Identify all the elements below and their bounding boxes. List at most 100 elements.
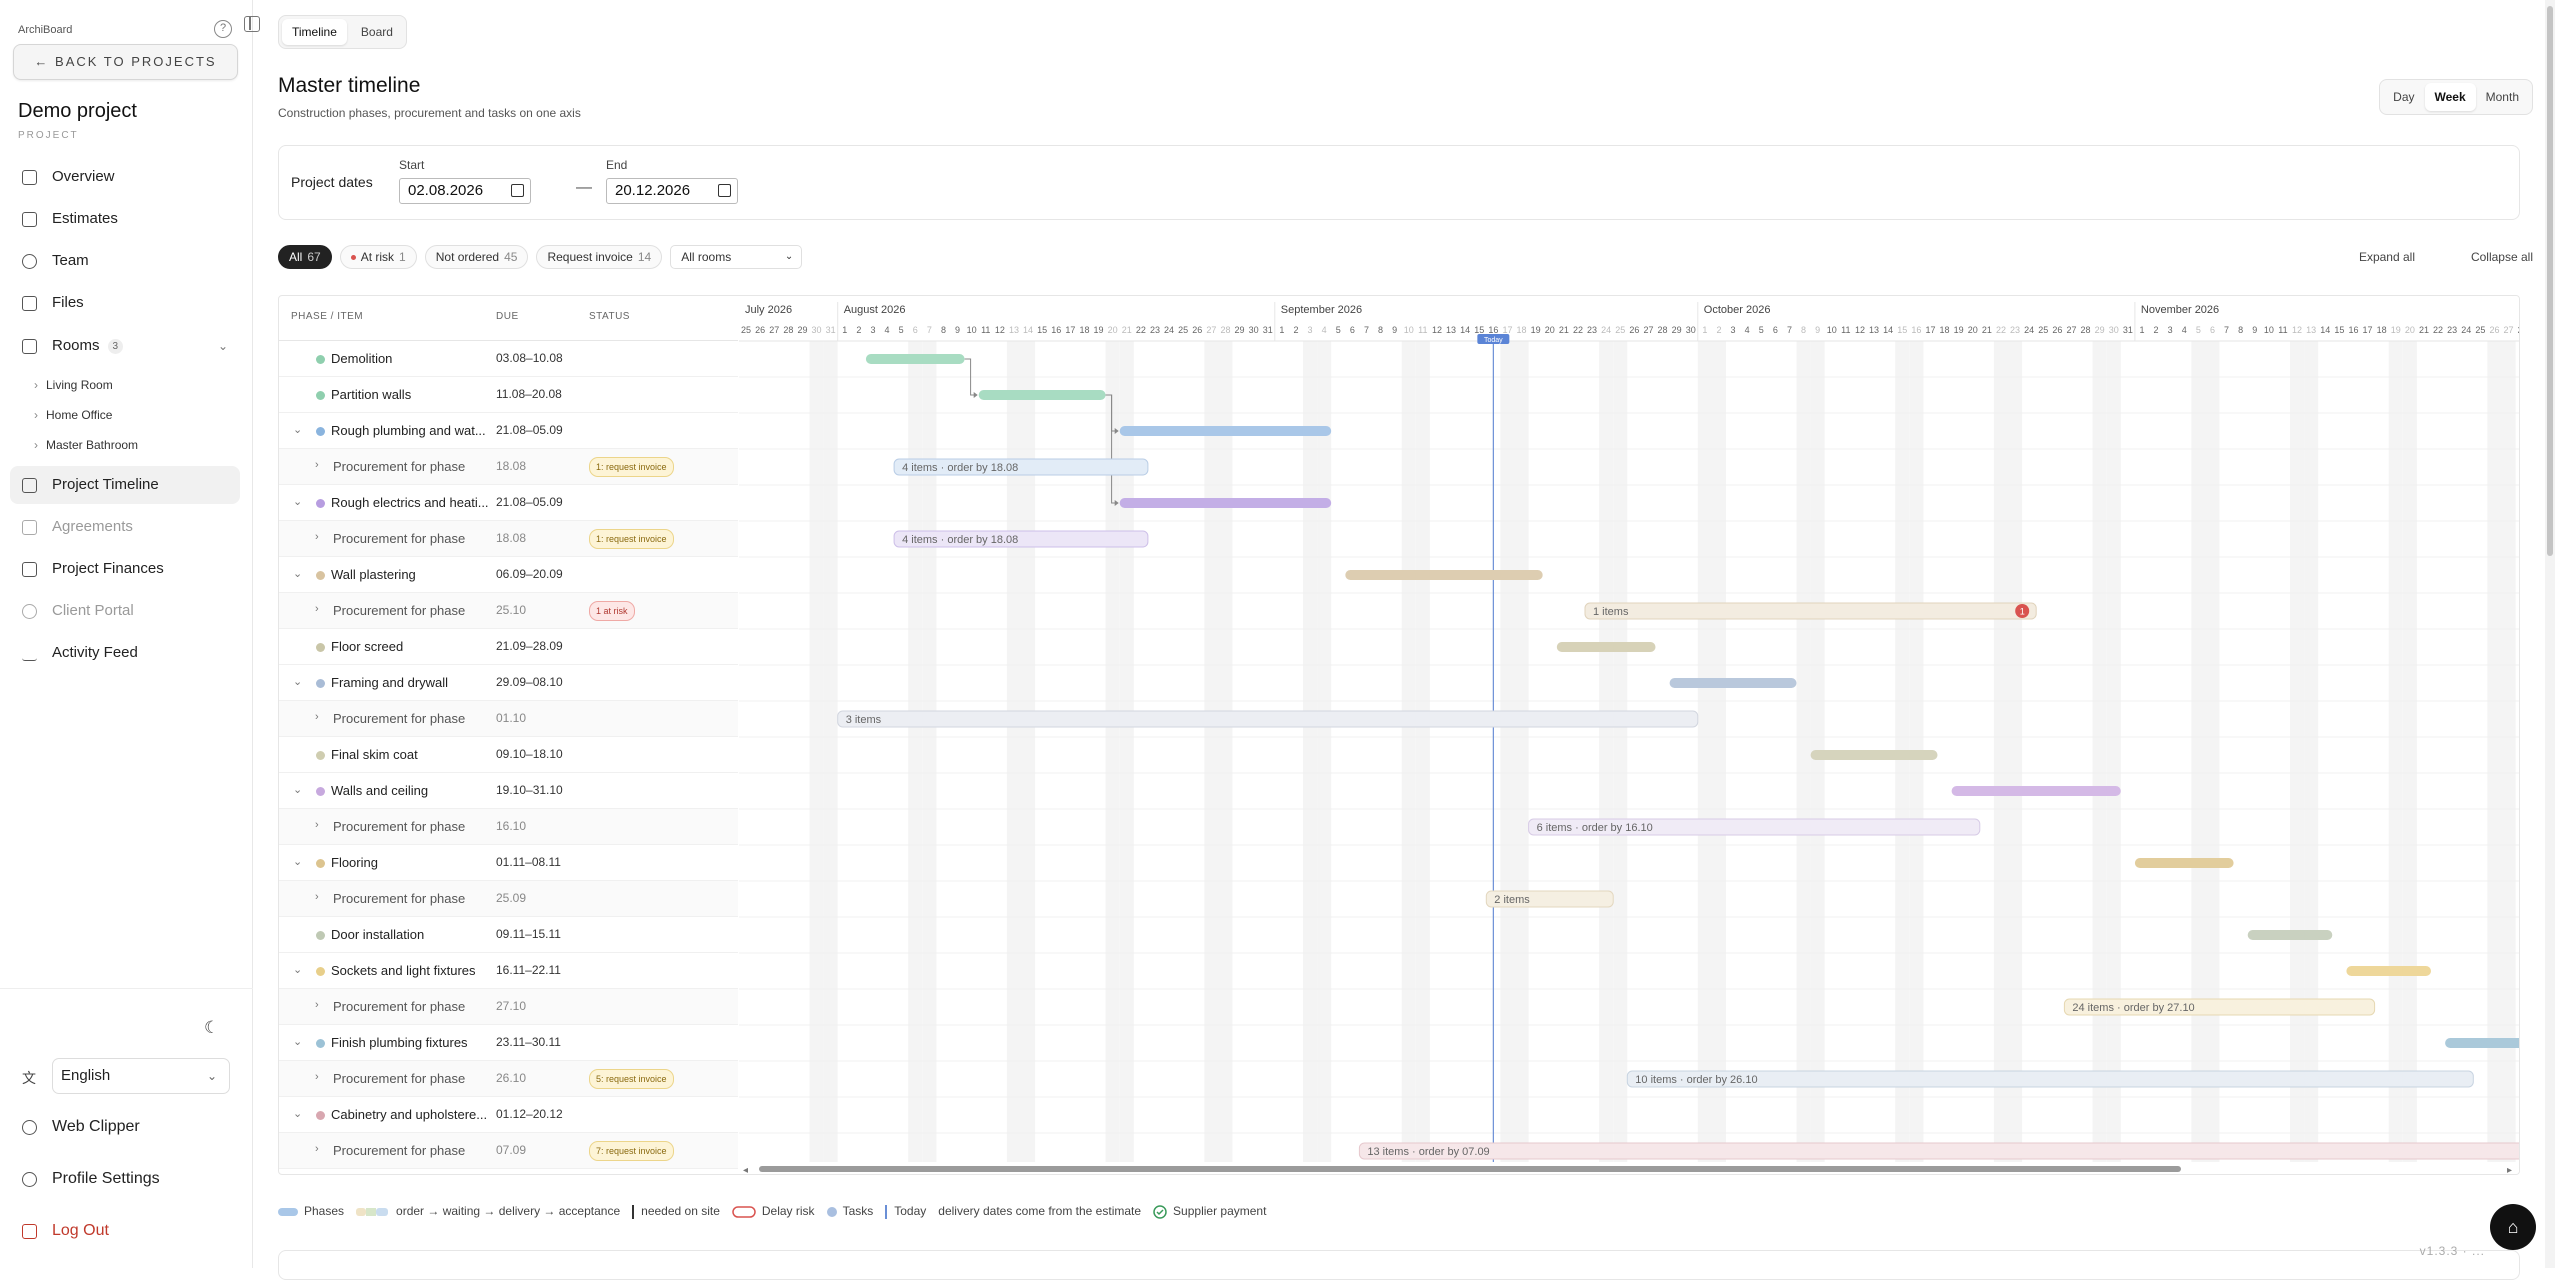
page-scrollbar[interactable]: [2545, 0, 2555, 1268]
nav-estimates[interactable]: Estimates: [10, 200, 240, 238]
back-to-projects-button[interactable]: ← BACK TO PROJECTS: [13, 44, 238, 80]
chevron-down-icon[interactable]: ⌄: [293, 964, 303, 976]
day-label: 22: [2433, 325, 2443, 335]
nav-overview[interactable]: Overview: [10, 158, 240, 196]
tab-board[interactable]: Board: [360, 25, 393, 39]
phase-bar: [865, 354, 965, 364]
chevron-right-icon[interactable]: ›: [315, 531, 319, 543]
procurement-bar: [837, 710, 1699, 728]
chevron-down-icon[interactable]: ⌄: [293, 1108, 303, 1120]
chevron-right-icon[interactable]: ›: [315, 603, 319, 615]
start-date-input[interactable]: 02.08.2026: [399, 178, 531, 204]
zoom-week[interactable]: Week: [2424, 83, 2476, 111]
procurement-row[interactable]: › Procurement for phase 25.10 1 at risk: [279, 593, 738, 629]
phase-row[interactable]: ⌄ Flooring 01.11–08.11: [279, 845, 738, 881]
zoom-day[interactable]: Day: [2393, 90, 2415, 104]
phase-row[interactable]: ⌄ Sockets and light fixtures 16.11–22.11: [279, 953, 738, 989]
nav-activity-feed[interactable]: Activity Feed: [10, 634, 240, 672]
chevron-right-icon[interactable]: ›: [315, 891, 319, 903]
room-filter-select[interactable]: All rooms ⌄: [670, 245, 803, 269]
day-label: 29: [2095, 325, 2105, 335]
dark-mode-toggle-icon[interactable]: ☾: [204, 1018, 220, 1037]
chevron-down-icon[interactable]: ⌄: [293, 1036, 303, 1048]
chevron-down-icon[interactable]: ⌄: [217, 339, 228, 353]
day-label: 25: [1178, 325, 1188, 335]
chevron-down-icon[interactable]: ⌄: [293, 424, 303, 436]
procurement-row[interactable]: › Procurement for phase 27.10: [279, 989, 738, 1025]
nav-files[interactable]: Files: [10, 284, 240, 322]
phase-row[interactable]: ⌄ Cabinetry and upholstere... 01.12–20.12: [279, 1097, 738, 1133]
chevron-down-icon[interactable]: ⌄: [293, 568, 303, 580]
chevron-down-icon[interactable]: ⌄: [293, 496, 303, 508]
collapse-sidebar-icon[interactable]: [244, 16, 260, 32]
phase-row[interactable]: ⌄ Framing and drywall 29.09–08.10: [279, 665, 738, 701]
phase-row[interactable]: Door installation 09.11–15.11: [279, 917, 738, 953]
phase-row[interactable]: Demolition 03.08–10.08: [279, 341, 738, 377]
web-clipper-link[interactable]: Web Clipper: [10, 1108, 240, 1146]
nav-project-finances[interactable]: Project Finances: [10, 550, 240, 588]
day-label: 14: [1023, 325, 1033, 335]
collapse-all-button[interactable]: Collapse all: [2470, 250, 2533, 264]
nav-team[interactable]: Team: [10, 242, 240, 280]
phase-row[interactable]: ⌄ Rough electrics and heati... 21.08–05.09: [279, 485, 738, 521]
chevron-right-icon[interactable]: ›: [315, 1071, 319, 1083]
room-master-bathroom[interactable]: Master Bathroom: [34, 438, 138, 452]
logout-link[interactable]: Log Out: [10, 1212, 240, 1250]
filter-count: 14: [637, 250, 652, 264]
scrollbar-thumb[interactable]: [2547, 6, 2553, 556]
chevron-right-icon[interactable]: ›: [315, 711, 319, 723]
procurement-row[interactable]: › Procurement for phase 18.08 1: request in…: [279, 521, 738, 557]
nav-rooms[interactable]: Rooms 3 ⌄: [10, 327, 240, 365]
phase-row[interactable]: ⌄ Walls and ceiling 19.10–31.10: [279, 773, 738, 809]
procurement-row[interactable]: › Procurement for phase 01.10: [279, 701, 738, 737]
phase-row[interactable]: ⌄ Wall plastering 06.09–20.09: [279, 557, 738, 593]
status-badge: 1: request invoice: [589, 457, 674, 477]
chevron-right-icon[interactable]: ›: [315, 459, 319, 471]
chevron-down-icon[interactable]: ⌄: [293, 856, 303, 868]
weekend-column: [1514, 341, 1529, 1174]
chevron-right-icon[interactable]: ›: [315, 1143, 319, 1155]
filter-at-risk[interactable]: At risk 1: [339, 245, 417, 269]
filter-all[interactable]: All 67: [278, 245, 332, 269]
tab-timeline[interactable]: Timeline: [282, 19, 347, 45]
chevron-down-icon[interactable]: ⌄: [293, 676, 303, 688]
day-label: 27: [2066, 325, 2076, 335]
calendar-icon[interactable]: [718, 184, 731, 197]
day-label: 8: [1801, 325, 1806, 335]
end-date-input[interactable]: 20.12.2026: [606, 178, 738, 204]
nav-client-portal[interactable]: Client Portal: [10, 592, 240, 630]
filter-request-invoice[interactable]: Request invoice 14: [536, 245, 663, 269]
nav-agreements[interactable]: Agreements: [10, 508, 240, 546]
phase-row[interactable]: Floor screed 21.09–28.09: [279, 629, 738, 665]
language-select[interactable]: English ⌄: [52, 1058, 230, 1094]
room-home-office[interactable]: Home Office: [34, 408, 113, 422]
expand-all-button[interactable]: Expand all: [2358, 250, 2415, 264]
day-label: 2: [1716, 325, 1721, 335]
weekend-column: [2008, 341, 2023, 1174]
phase-row[interactable]: ⌄ Finish plumbing fixtures 23.11–30.11: [279, 1025, 738, 1061]
room-living-room[interactable]: Living Room: [34, 378, 113, 392]
day-label: 18: [2377, 325, 2387, 335]
calendar-icon[interactable]: [511, 184, 524, 197]
procurement-row[interactable]: › Procurement for phase 25.09: [279, 881, 738, 917]
filter-not-ordered[interactable]: Not ordered 45: [424, 245, 529, 269]
phase-row[interactable]: Partition walls 11.08–20.08: [279, 377, 738, 413]
day-label: 16: [1488, 325, 1498, 335]
chevron-right-icon[interactable]: ›: [315, 819, 319, 831]
zoom-month[interactable]: Month: [2485, 90, 2519, 104]
chevron-down-icon[interactable]: ⌄: [293, 784, 303, 796]
phase-row[interactable]: Final skim coat 09.10–18.10: [279, 737, 738, 773]
day-label: 5: [2196, 325, 2201, 335]
procurement-row[interactable]: › Procurement for phase 26.10 5: request in…: [279, 1061, 738, 1097]
help-icon[interactable]: ?: [214, 20, 232, 38]
procurement-row[interactable]: › Procurement for phase 07.09 7: request in…: [279, 1133, 738, 1169]
procurement-row[interactable]: › Procurement for phase 16.10: [279, 809, 738, 845]
chevron-right-icon[interactable]: ›: [315, 999, 319, 1011]
row-due: 07.09: [496, 1143, 527, 1157]
profile-settings-link[interactable]: Profile Settings: [10, 1160, 240, 1198]
assistant-bot-button[interactable]: ⌂: [2490, 1204, 2536, 1250]
procurement-row[interactable]: › Procurement for phase 18.08 1: request in…: [279, 449, 738, 485]
phase-row[interactable]: ⌄ Rough plumbing and wat... 21.08–05.09: [279, 413, 738, 449]
nav-project-timeline[interactable]: Project Timeline: [10, 466, 240, 504]
supplier-payment-icon: [1153, 1205, 1167, 1219]
